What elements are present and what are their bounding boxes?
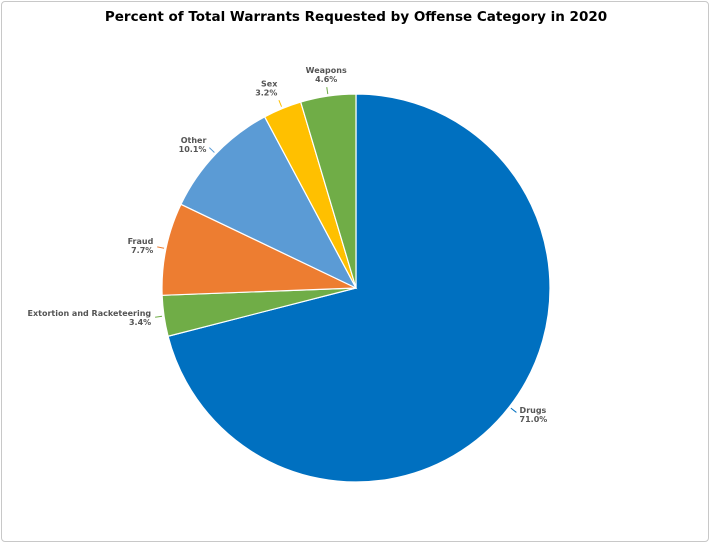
connector-line — [510, 407, 517, 413]
connector-line — [326, 87, 329, 95]
data-label-value: 7.7% — [131, 246, 153, 255]
data-label-name: Other — [181, 136, 207, 145]
data-label-name: Weapons — [306, 66, 347, 75]
connector-line — [278, 100, 283, 107]
data-label-value: 71.0% — [520, 415, 548, 424]
pie-slice-other — [180, 116, 358, 290]
data-label-name: Drugs — [520, 406, 547, 415]
data-label-value: 4.6% — [315, 75, 337, 84]
connector-line — [155, 315, 163, 318]
connector-line — [208, 147, 215, 153]
pie-slice-fraud — [161, 203, 357, 296]
chart-title: Percent of Total Warrants Requested by O… — [104, 9, 608, 25]
data-label-value: 10.1% — [179, 145, 207, 154]
pie-slice-weapons — [299, 93, 357, 289]
data-label-name: Sex — [261, 80, 278, 89]
data-label-value: 3.2% — [255, 89, 277, 98]
pie-slice-drugs — [167, 93, 551, 483]
data-label-value: 3.4% — [129, 318, 151, 327]
data-label-name: Extortion and Racketeering — [28, 309, 152, 318]
connector-line — [157, 246, 165, 249]
data-label-name: Fraud — [128, 237, 154, 246]
